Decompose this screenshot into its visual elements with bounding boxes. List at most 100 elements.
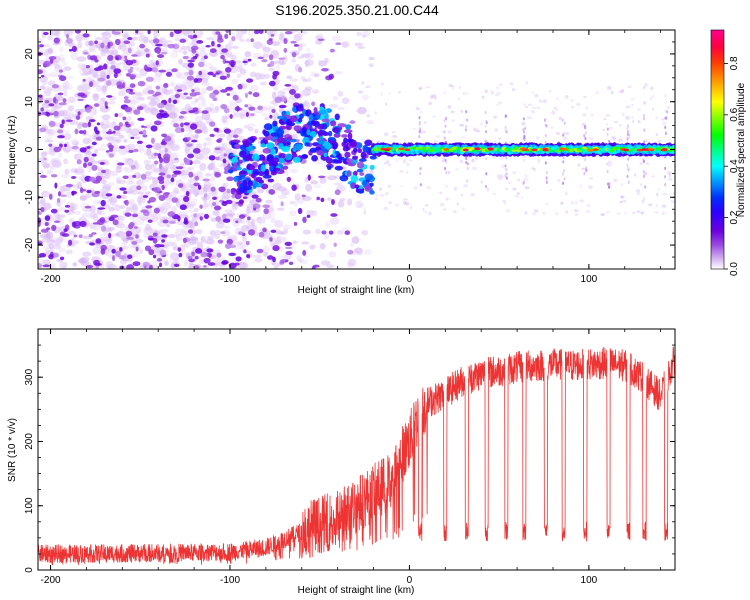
spectrogram-cell [498, 137, 502, 140]
spectrogram-cell [44, 132, 53, 141]
spectrogram-cell [461, 135, 465, 139]
spectrogram-cell [563, 131, 566, 134]
spectrogram-cell [504, 114, 507, 118]
spectrogram-cell [263, 130, 270, 137]
spectrogram-cell [162, 192, 169, 199]
spectrogram-cell [311, 155, 318, 162]
spectrogram-cell [91, 153, 97, 157]
spectrogram-cell [86, 150, 92, 155]
colorbar-tick-label: 0.4 [729, 159, 740, 173]
spectrogram-cell [60, 173, 70, 179]
spectrogram-cell [118, 134, 125, 139]
spectrogram-cell [193, 213, 197, 218]
spectrogram-cell [63, 143, 68, 148]
spectrogram-cell [562, 160, 565, 164]
spectrogram-cell [237, 261, 247, 269]
spectrogram-cell [268, 67, 275, 72]
spectrogram-cell [447, 170, 451, 174]
spectrogram-cell [48, 56, 57, 60]
spectrogram-cell [357, 189, 365, 194]
spectrogram-cell [79, 188, 87, 192]
spectrogram-cell [157, 176, 165, 182]
spectrogram-cell [200, 87, 207, 95]
spectrogram-cell [570, 200, 573, 205]
spectrogram-cell [206, 252, 213, 258]
spectrogram-cell [347, 258, 357, 267]
spectrogram-cell [132, 261, 141, 267]
spectrogram-cell [101, 114, 111, 121]
spectrogram-cell [246, 254, 251, 259]
spectrogram-cell [100, 187, 107, 192]
spectrogram-cell [107, 42, 111, 49]
spectrogram-cell [435, 135, 440, 138]
spectrogram-cell [542, 211, 546, 215]
spectrogram-cell [116, 218, 124, 227]
spectrogram-cell [575, 102, 581, 106]
spectrogram-cell [92, 199, 101, 206]
spectrogram-cell [52, 96, 57, 104]
spectrogram-cell [531, 148, 538, 152]
spectrogram-cell [505, 176, 508, 180]
spectrogram-cell [155, 85, 161, 90]
spectrogram-cell [185, 190, 190, 197]
spectrogram-cell [162, 219, 169, 224]
spectrogram-cell [151, 66, 159, 73]
spectrogram-cell [182, 237, 188, 244]
spectrogram-cell [211, 40, 215, 47]
spectrogram-cell [194, 221, 199, 227]
spectrogram-cell [504, 167, 508, 172]
spectrogram-cell [108, 232, 112, 239]
spectrogram-cell [105, 122, 116, 129]
spectrogram-cell [583, 134, 586, 138]
spectrogram-cell [359, 172, 365, 176]
spectrogram-cell [142, 261, 150, 267]
spectrogram-cell [91, 141, 97, 146]
spectrogram-cell [276, 235, 282, 242]
spectrogram-cell [654, 211, 659, 214]
spectrogram-cell [275, 63, 281, 70]
spectrogram-cell [383, 132, 389, 136]
spectrogram-cell [484, 89, 488, 94]
spectrogram-cell [622, 112, 625, 117]
spectrogram-cell [585, 168, 588, 173]
spectrogram-cell [620, 183, 624, 187]
spectrogram-cell [366, 114, 371, 118]
spectrogram-cell [419, 167, 422, 171]
spectrogram-cell [158, 179, 165, 185]
spectrogram-cell [152, 254, 157, 259]
spectrogram-cell [634, 173, 637, 177]
spectrogram-cell [151, 216, 159, 222]
spectrogram-cell [158, 163, 163, 170]
spectrogram-cell [95, 265, 99, 269]
spectrogram-cell [523, 135, 526, 140]
spectrogram-cell [220, 89, 228, 93]
spectrogram-cell [577, 163, 581, 167]
spectrogram-cell [627, 85, 632, 89]
spectrogram-cell [562, 156, 565, 160]
spectrogram-cell [142, 129, 147, 136]
spectrogram-cell [92, 213, 98, 221]
spectrogram-cell [116, 195, 122, 199]
spectrogram-cell [308, 114, 314, 122]
spectrogram-cell [419, 110, 423, 114]
spectrogram-cell [415, 107, 421, 111]
spectrogram-cell [464, 128, 467, 132]
spectrogram-cell [255, 182, 263, 188]
spectrogram-cell [47, 47, 53, 54]
snr-frame [37, 328, 676, 571]
spectrogram-cell [231, 36, 236, 42]
spectrogram-cell [664, 116, 667, 120]
spectrogram-cell [170, 51, 178, 59]
spectrogram-cell [95, 136, 103, 141]
spectrogram-cell [38, 48, 46, 52]
spectrogram-cell [639, 183, 643, 187]
spectrogram-cell [379, 194, 385, 197]
spectrogram-cell [278, 157, 285, 164]
spectrogram-cell [105, 49, 114, 55]
spectrogram-cell [227, 169, 234, 174]
spectrogram-cell [337, 90, 344, 97]
spectrogram-cell [129, 160, 139, 167]
spectrogram-cell [214, 171, 222, 178]
spectrogram-cell [77, 92, 86, 97]
spectrogram-cell [343, 129, 353, 134]
